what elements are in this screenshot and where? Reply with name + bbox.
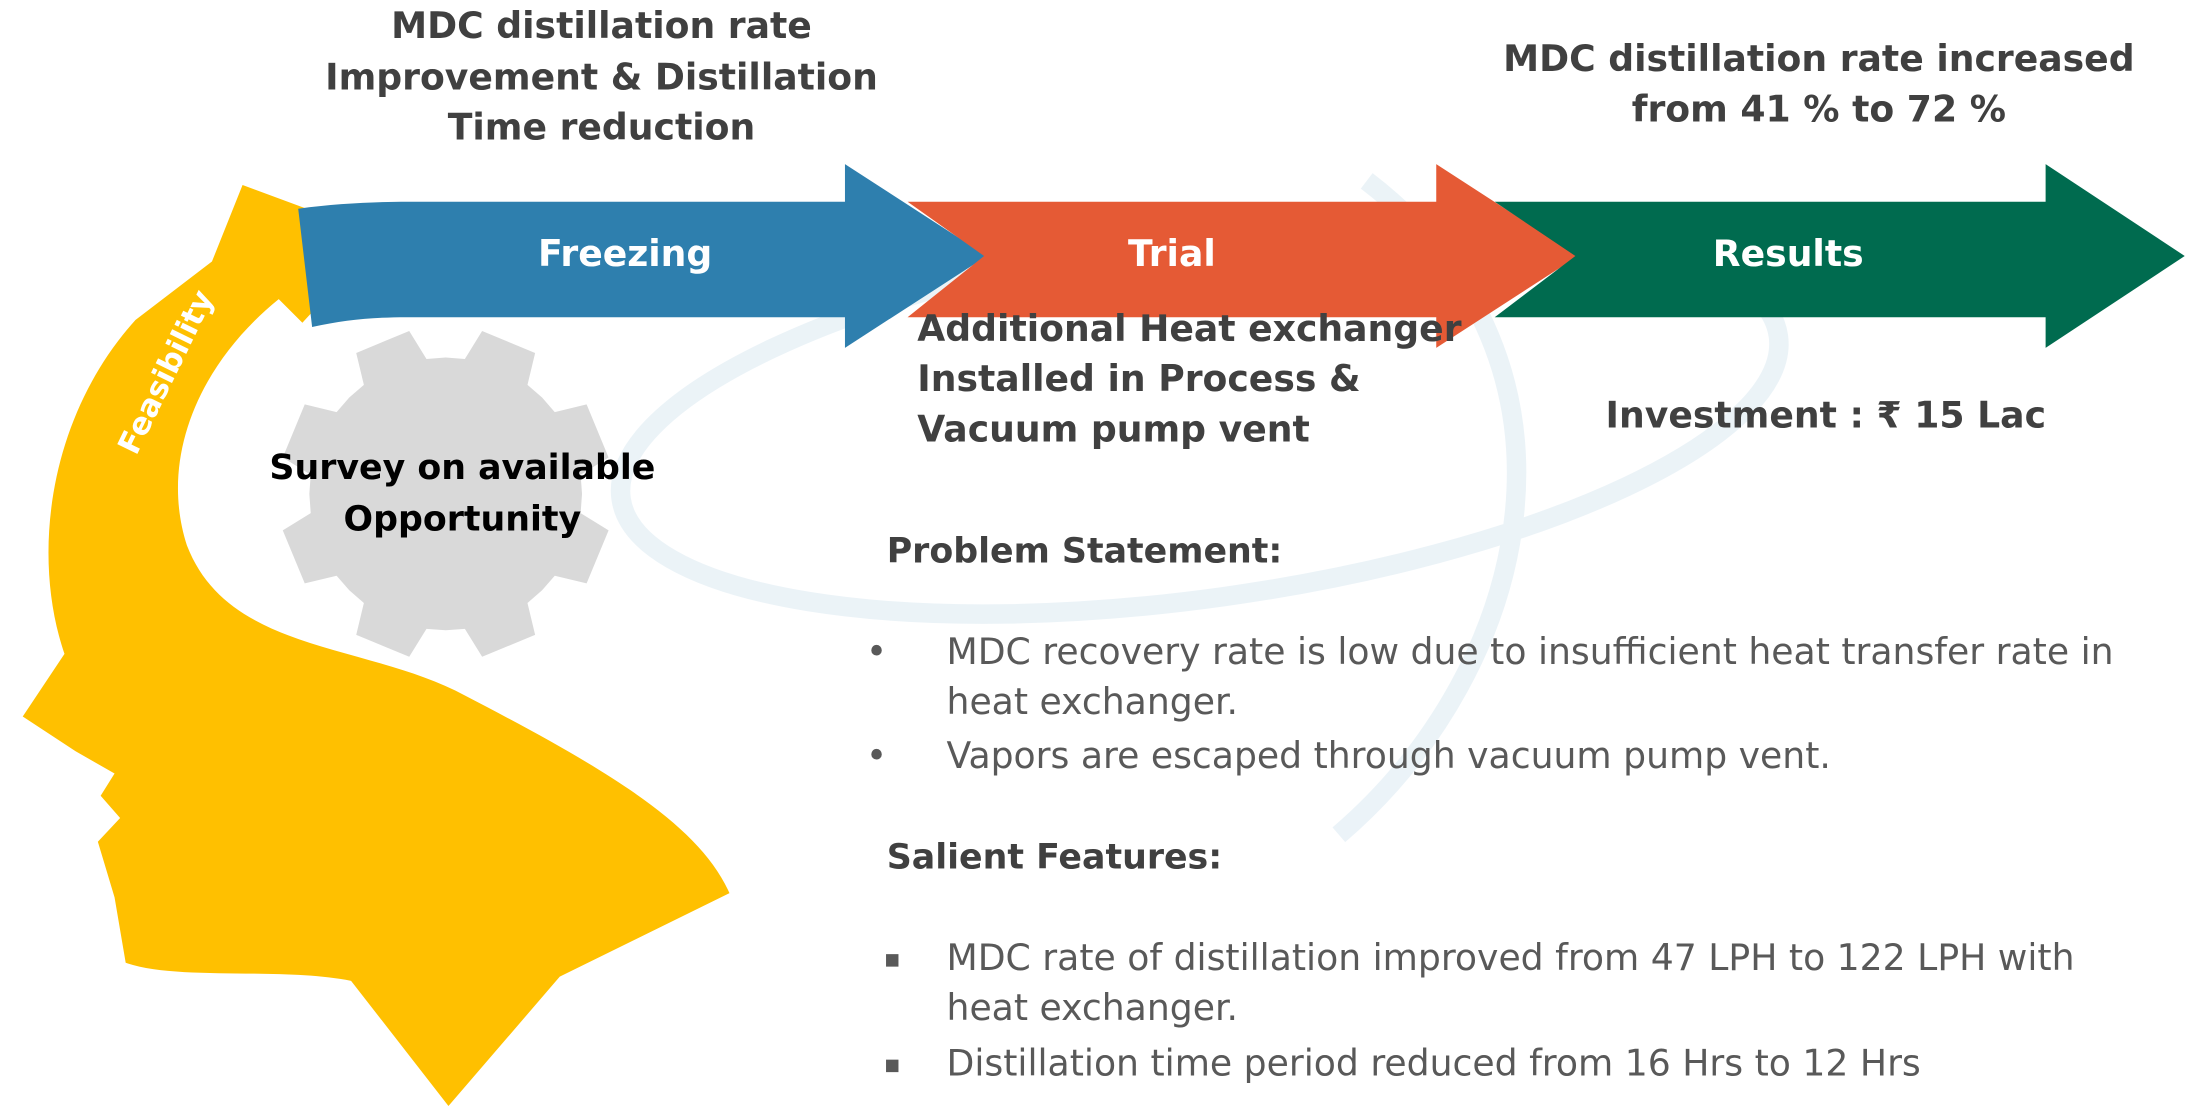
section-heading: Salient Features: [887, 837, 1222, 877]
bullet-text: Distillation time period reduced from 16… [947, 1042, 1921, 1085]
investment-note: Investment : ₹ 15 Lac [1606, 393, 2046, 436]
caption: Additional Heat exchanger [917, 307, 1461, 350]
bullet: • [866, 734, 887, 777]
caption: Improvement & Distillation [325, 55, 878, 98]
bullet-text: MDC recovery rate is low due to insuffic… [947, 630, 2114, 673]
caption: MDC distillation rate increased [1503, 37, 2134, 80]
gear-text: Survey on available [269, 448, 655, 488]
bullet-text: heat exchanger. [947, 680, 1238, 723]
bullet: ▪ [884, 944, 901, 973]
bullet: ▪ [884, 1050, 901, 1079]
bullet-text: Vapors are escaped through vacuum pump v… [947, 734, 1831, 777]
step-label: Results [1713, 232, 1864, 275]
bullet-text: MDC rate of distillation improved from 4… [947, 936, 2075, 979]
results-arrow [1494, 164, 2185, 348]
bullet-text: heat exchanger. [947, 986, 1238, 1029]
bullet: • [866, 630, 887, 673]
step-label: Trial [1128, 232, 1216, 275]
caption: MDC distillation rate [391, 4, 812, 47]
head-silhouette [22, 185, 730, 1107]
caption: Vacuum pump vent [917, 407, 1309, 450]
step-label: Freezing [538, 232, 712, 275]
caption: from 41 % to 72 % [1632, 87, 2006, 130]
gear [282, 330, 609, 657]
freezing-arrow [298, 164, 987, 348]
trial-arrow [907, 164, 1579, 348]
section-heading: Problem Statement: [887, 531, 1283, 571]
gear-text: Opportunity [344, 499, 582, 539]
caption: Time reduction [448, 105, 756, 148]
caption: Installed in Process & [917, 357, 1360, 400]
